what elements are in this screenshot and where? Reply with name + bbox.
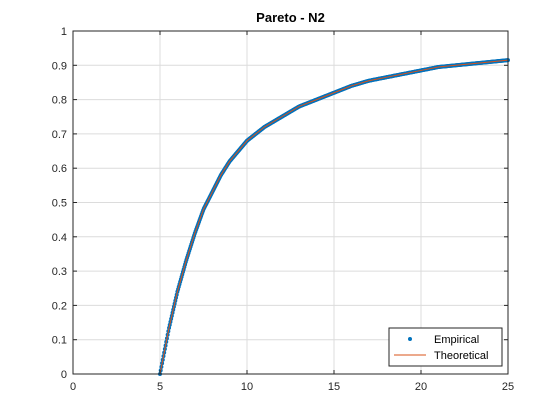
legend-label-theoretical: Theoretical <box>434 350 488 362</box>
y-tick-label: 0.7 <box>52 129 67 141</box>
y-tick-label: 0.6 <box>52 163 67 175</box>
x-tick-label: 10 <box>241 381 253 393</box>
axis-ticks: 0 5 10 15 20 25 0 0.1 0.2 0.3 0.4 0.5 0.6 0.7 0.8 0.9 1 <box>52 26 514 393</box>
theoretical-line <box>73 59 509 375</box>
y-tick-label: 0.2 <box>52 300 67 312</box>
x-tick-label: 0 <box>70 381 76 393</box>
x-tick-label: 15 <box>328 381 340 393</box>
legend-marker-empirical <box>408 337 412 341</box>
y-tick-label: 0.9 <box>52 60 67 72</box>
y-tick-label: 0.8 <box>52 95 67 107</box>
x-tick-label: 20 <box>415 381 427 393</box>
theoretical-series <box>73 59 509 375</box>
chart-title: Pareto - N2 <box>256 10 325 25</box>
y-tick-label: 0.3 <box>52 266 67 278</box>
y-tick-label: 0.4 <box>52 232 67 244</box>
legend-label-empirical: Empirical <box>434 334 479 346</box>
y-tick-label: 0.5 <box>52 198 67 210</box>
x-tick-label: 25 <box>502 381 514 393</box>
y-tick-label: 0.1 <box>52 335 67 347</box>
legend-box <box>388 327 503 367</box>
x-tick-label: 5 <box>157 381 163 393</box>
legend: Empirical Theoretical <box>388 327 503 367</box>
y-tick-label: 1 <box>61 26 67 38</box>
y-tick-label: 0 <box>61 369 67 381</box>
